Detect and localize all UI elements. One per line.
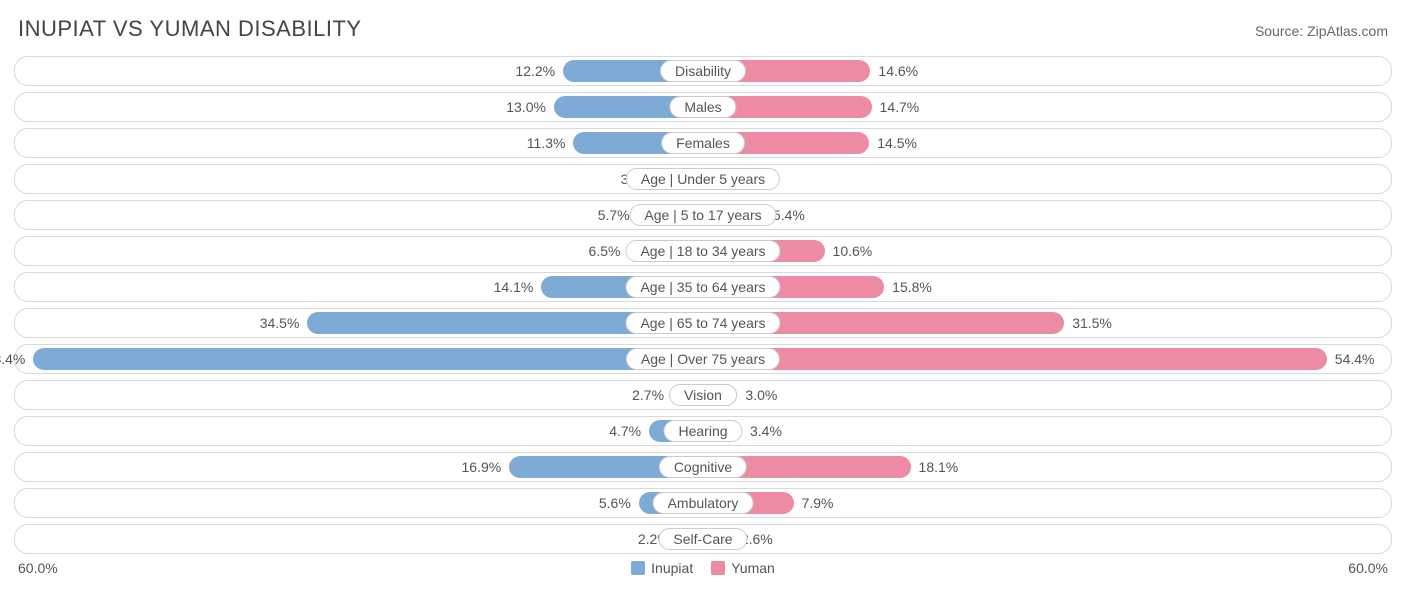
chart-row: 58.4% 54.4% Age | Over 75 years xyxy=(14,344,1392,374)
row-category-label: Age | 5 to 17 years xyxy=(629,204,776,226)
row-category-label: Females xyxy=(661,132,745,154)
row-right-half: 14.5% xyxy=(703,129,1391,157)
legend-swatch-left xyxy=(631,561,645,575)
row-right-half: 3.0% xyxy=(703,381,1391,409)
row-right-half: 3.4% xyxy=(703,417,1391,445)
row-left-half: 5.6% xyxy=(15,489,703,517)
row-left-half: 6.5% xyxy=(15,237,703,265)
row-right-half: 14.6% xyxy=(703,57,1391,85)
chart-row: 14.1% 15.8% Age | 35 to 64 years xyxy=(14,272,1392,302)
value-right: 14.6% xyxy=(878,63,918,79)
chart-row: 5.7% 5.4%Age | 5 to 17 years xyxy=(14,200,1392,230)
chart-row: 3.7%0.95%Age | Under 5 years xyxy=(14,164,1392,194)
row-category-label: Cognitive xyxy=(659,456,747,478)
row-right-half: 7.9% xyxy=(703,489,1391,517)
chart-legend: Inupiat Yuman xyxy=(58,560,1349,576)
row-category-label: Age | 35 to 64 years xyxy=(625,276,780,298)
row-left-half: 11.3% xyxy=(15,129,703,157)
row-category-label: Males xyxy=(669,96,736,118)
row-left-half: 16.9% xyxy=(15,453,703,481)
row-category-label: Vision xyxy=(669,384,737,406)
value-right: 3.4% xyxy=(750,423,782,439)
chart-row: 2.2%2.6%Self-Care xyxy=(14,524,1392,554)
row-right-half: 14.7% xyxy=(703,93,1391,121)
axis-left-end: 60.0% xyxy=(18,560,58,576)
chart-row: 2.7% 3.0% Vision xyxy=(14,380,1392,410)
row-category-label: Age | 18 to 34 years xyxy=(625,240,780,262)
row-right-half: 2.6% xyxy=(703,525,1391,553)
row-category-label: Ambulatory xyxy=(653,492,754,514)
value-right: 18.1% xyxy=(919,459,959,475)
row-right-half: 54.4% xyxy=(703,345,1391,373)
row-left-half: 12.2% xyxy=(15,57,703,85)
value-right: 10.6% xyxy=(833,243,873,259)
chart-row: 6.5% 10.6% Age | 18 to 34 years xyxy=(14,236,1392,266)
value-left: 2.7% xyxy=(632,387,664,403)
chart-rows: 12.2% 14.6% Disability 13.0% 14.7% Males 11.3%… xyxy=(14,56,1392,554)
row-category-label: Age | Over 75 years xyxy=(626,348,780,370)
row-left-half: 5.7% xyxy=(15,201,703,229)
chart-header: INUPIAT VS YUMAN DISABILITY Source: ZipA… xyxy=(14,16,1392,42)
value-right: 15.8% xyxy=(892,279,932,295)
value-left: 12.2% xyxy=(515,63,555,79)
chart-footer: 60.0% Inupiat Yuman 60.0% xyxy=(14,560,1392,576)
row-left-half: 58.4% xyxy=(15,345,703,373)
chart-row: 4.7% 3.4% Hearing xyxy=(14,416,1392,446)
value-left: 14.1% xyxy=(494,279,534,295)
chart-container: INUPIAT VS YUMAN DISABILITY Source: ZipA… xyxy=(0,0,1406,584)
axis-right-end: 60.0% xyxy=(1348,560,1388,576)
row-left-half: 4.7% xyxy=(15,417,703,445)
legend-item-left: Inupiat xyxy=(631,560,693,576)
value-left: 5.7% xyxy=(598,207,630,223)
value-left: 58.4% xyxy=(0,351,25,367)
value-left: 4.7% xyxy=(609,423,641,439)
value-left: 11.3% xyxy=(527,135,566,151)
row-right-half: 18.1% xyxy=(703,453,1391,481)
value-right: 31.5% xyxy=(1072,315,1112,331)
value-left: 13.0% xyxy=(506,99,546,115)
value-right: 5.4% xyxy=(773,207,805,223)
legend-item-right: Yuman xyxy=(711,560,775,576)
value-right: 3.0% xyxy=(745,387,777,403)
row-category-label: Age | 65 to 74 years xyxy=(625,312,780,334)
row-left-half: 2.2% xyxy=(15,525,703,553)
chart-row: 11.3% 14.5% Females xyxy=(14,128,1392,158)
row-left-half: 34.5% xyxy=(15,309,703,337)
row-right-half: 5.4% xyxy=(703,201,1391,229)
chart-row: 16.9% 18.1% Cognitive xyxy=(14,452,1392,482)
value-left: 5.6% xyxy=(599,495,631,511)
value-right: 14.7% xyxy=(880,99,920,115)
row-left-half: 14.1% xyxy=(15,273,703,301)
row-right-half: 0.95% xyxy=(703,165,1391,193)
bar-right xyxy=(703,348,1327,370)
row-right-half: 31.5% xyxy=(703,309,1391,337)
row-category-label: Disability xyxy=(660,60,746,82)
chart-row: 5.6% 7.9% Ambulatory xyxy=(14,488,1392,518)
row-category-label: Age | Under 5 years xyxy=(626,168,780,190)
chart-title: INUPIAT VS YUMAN DISABILITY xyxy=(18,16,362,42)
chart-row: 13.0% 14.7% Males xyxy=(14,92,1392,122)
chart-source: Source: ZipAtlas.com xyxy=(1255,23,1388,39)
value-left: 34.5% xyxy=(260,315,300,331)
row-left-half: 13.0% xyxy=(15,93,703,121)
legend-label-right: Yuman xyxy=(731,560,775,576)
value-left: 16.9% xyxy=(462,459,502,475)
value-right: 7.9% xyxy=(802,495,834,511)
value-left: 6.5% xyxy=(589,243,621,259)
legend-swatch-right xyxy=(711,561,725,575)
row-left-half: 3.7% xyxy=(15,165,703,193)
value-right: 14.5% xyxy=(877,135,917,151)
row-right-half: 10.6% xyxy=(703,237,1391,265)
row-category-label: Self-Care xyxy=(658,528,747,550)
chart-row: 12.2% 14.6% Disability xyxy=(14,56,1392,86)
row-right-half: 15.8% xyxy=(703,273,1391,301)
value-right: 54.4% xyxy=(1335,351,1375,367)
chart-row: 34.5% 31.5% Age | 65 to 74 years xyxy=(14,308,1392,338)
bar-left xyxy=(33,348,703,370)
legend-label-left: Inupiat xyxy=(651,560,693,576)
row-category-label: Hearing xyxy=(663,420,742,442)
row-left-half: 2.7% xyxy=(15,381,703,409)
